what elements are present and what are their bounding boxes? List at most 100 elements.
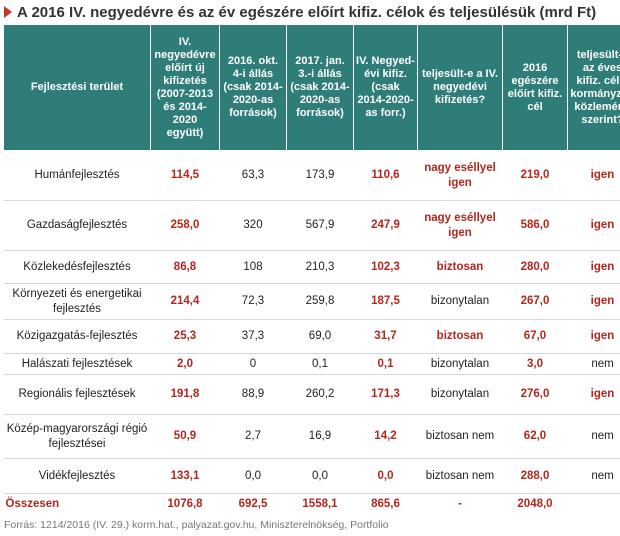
table-row: Közlekedésfejlesztés 86,8 108 210,3 102,3 biz… bbox=[3, 250, 620, 284]
total-q4-met: - bbox=[458, 497, 462, 510]
cell-q4-met: biztosan nem bbox=[417, 458, 503, 494]
cell-q4-paid: 14,2 bbox=[353, 414, 418, 459]
cell-q4-paid: 247,9 bbox=[353, 200, 418, 251]
cell-q4-paid: 110,6 bbox=[353, 150, 418, 201]
cell-jan3: 173,9 bbox=[286, 150, 354, 201]
total-q4-paid: 865,6 bbox=[371, 497, 400, 510]
cell-target-q4: 86,8 bbox=[150, 250, 220, 284]
cell-annual-met: igen bbox=[567, 150, 620, 201]
cell-oct4: 88,9 bbox=[219, 374, 287, 415]
total-row: Összesen 1076,8 692,5 1558,1 865,6 - 2048,0 bbox=[4, 494, 620, 515]
header-row: Fejlesztési terület IV. negyedévre előírt… bbox=[3, 24, 620, 151]
area-name: Vidékfejlesztés bbox=[3, 458, 151, 494]
cell-q4-met: nagy eséllyel igen bbox=[417, 200, 503, 251]
title-text: A 2016 IV. negyedévre és az év egészére … bbox=[17, 3, 597, 21]
total-jan3: 1558,1 bbox=[302, 497, 338, 510]
cell-annual-target: 586,0 bbox=[502, 200, 568, 251]
data-table: Fejlesztési terület IV. negyedévre előírt… bbox=[3, 24, 620, 514]
cell-jan3: 16,9 bbox=[286, 414, 354, 459]
cell-q4-paid: 171,3 bbox=[353, 374, 418, 415]
area-name: Halászati fejlesztések bbox=[3, 353, 151, 375]
column-header: 2016. okt. 4-i állás (csak 2014-2020-as … bbox=[219, 24, 287, 151]
cell-oct4: 63,3 bbox=[219, 150, 287, 201]
cell-annual-met: nem bbox=[567, 353, 620, 375]
table-row: Gazdaságfejlesztés 258,0 320 567,9 247,9 nagy… bbox=[3, 200, 620, 251]
cell-jan3: 567,9 bbox=[286, 200, 354, 251]
cell-target-q4: 114,5 bbox=[150, 150, 220, 201]
area-name: Humánfejlesztés bbox=[3, 150, 151, 201]
total-target-q4: 1076,8 bbox=[167, 497, 203, 510]
cell-jan3: 260,2 bbox=[286, 374, 354, 415]
cell-oct4: 0 bbox=[219, 353, 287, 375]
cell-annual-met: nem bbox=[567, 458, 620, 494]
cell-annual-target: 3,0 bbox=[502, 353, 568, 375]
cell-jan3: 0,0 bbox=[286, 458, 354, 494]
cell-q4-paid: 0,1 bbox=[353, 353, 418, 375]
cell-target-q4: 191,8 bbox=[150, 374, 220, 415]
column-header: teljesült-e a IV. negyedévi kifizetés? bbox=[417, 24, 503, 151]
total-annual-met bbox=[568, 494, 620, 515]
table-row: Közép-magyarországi régió fejlesztései 50… bbox=[3, 414, 620, 459]
area-name: Környezeti és energetikai fejlesztés bbox=[3, 283, 151, 320]
cell-q4-met: biztosan bbox=[417, 319, 503, 354]
source-note: Forrás: 1214/2016 (IV. 29.) korm.hat., p… bbox=[4, 519, 389, 531]
column-header: 2016 egészére előírt kifiz. cél bbox=[502, 24, 568, 151]
cell-annual-target: 219,0 bbox=[502, 150, 568, 201]
cell-q4-paid: 31,7 bbox=[353, 319, 418, 354]
table-row: Környezeti és energetikai fejlesztés 214,… bbox=[3, 283, 620, 320]
cell-jan3: 259,8 bbox=[286, 283, 354, 320]
column-header: 2017. jan. 3.-i állás (csak 2014-2020-as… bbox=[286, 24, 354, 151]
cell-oct4: 0,0 bbox=[219, 458, 287, 494]
cell-q4-met: nagy eséllyel igen bbox=[417, 150, 503, 201]
column-header: Fejlesztési terület bbox=[3, 24, 151, 151]
area-name: Közigazgatás-fejlesztés bbox=[3, 319, 151, 354]
cell-q4-met: bizonytalan bbox=[417, 374, 503, 415]
cell-annual-target: 280,0 bbox=[502, 250, 568, 284]
table-row: Vidékfejlesztés 133,1 0,0 0,0 0,0 biztosan ne… bbox=[3, 458, 620, 494]
table-row: Humánfejlesztés 114,5 63,3 173,9 110,6 nagy e… bbox=[3, 150, 620, 201]
cell-target-q4: 25,3 bbox=[150, 319, 220, 354]
cell-q4-met: bizonytalan bbox=[417, 283, 503, 320]
column-header: IV. Negyed-évi kifiz. (csak 2014-2020-as… bbox=[353, 24, 418, 151]
cell-jan3: 0,1 bbox=[286, 353, 354, 375]
cell-annual-target: 276,0 bbox=[502, 374, 568, 415]
cell-jan3: 69,0 bbox=[286, 319, 354, 354]
cell-target-q4: 214,4 bbox=[150, 283, 220, 320]
cell-annual-met: igen bbox=[567, 283, 620, 320]
cell-oct4: 37,3 bbox=[219, 319, 287, 354]
area-name: Közép-magyarországi régió fejlesztései bbox=[3, 414, 151, 459]
total-label: Összesen bbox=[5, 497, 60, 510]
area-name: Regionális fejlesztések bbox=[3, 374, 151, 415]
cell-q4-met: biztosan bbox=[417, 250, 503, 284]
table-row: Közigazgatás-fejlesztés 25,3 37,3 69,0 31,7 b… bbox=[3, 319, 620, 354]
total-annual-target: 2048,0 bbox=[517, 497, 553, 510]
cell-q4-paid: 0,0 bbox=[353, 458, 418, 494]
page-title: A 2016 IV. negyedévre és az év egészére … bbox=[4, 2, 616, 22]
cell-oct4: 72,3 bbox=[219, 283, 287, 320]
cell-annual-met: igen bbox=[567, 374, 620, 415]
cell-q4-paid: 187,5 bbox=[353, 283, 418, 320]
cell-oct4: 2,7 bbox=[219, 414, 287, 459]
cell-annual-target: 67,0 bbox=[502, 319, 568, 354]
triangle-bullet-icon bbox=[4, 6, 12, 18]
cell-oct4: 320 bbox=[219, 200, 287, 251]
table-row: Regionális fejlesztések 191,8 88,9 260,2 171… bbox=[3, 374, 620, 415]
cell-target-q4: 133,1 bbox=[150, 458, 220, 494]
total-oct4: 692,5 bbox=[238, 497, 268, 510]
cell-annual-target: 62,0 bbox=[502, 414, 568, 459]
cell-q4-met: biztosan nem bbox=[417, 414, 503, 459]
cell-target-q4: 2,0 bbox=[150, 353, 220, 375]
area-name: Gazdaságfejlesztés bbox=[3, 200, 151, 251]
cell-jan3: 210,3 bbox=[286, 250, 354, 284]
area-name: Közlekedésfejlesztés bbox=[3, 250, 151, 284]
cell-target-q4: 258,0 bbox=[150, 200, 220, 251]
cell-annual-target: 288,0 bbox=[502, 458, 568, 494]
table-row: Halászati fejlesztések 2,0 0 0,1 0,1 bizonyta… bbox=[3, 353, 620, 375]
cell-annual-target: 267,0 bbox=[502, 283, 568, 320]
cell-target-q4: 50,9 bbox=[150, 414, 220, 459]
column-header: IV. negyedévre előírt új kifizetés (2007… bbox=[150, 24, 220, 151]
cell-q4-met: bizonytalan bbox=[417, 353, 503, 375]
column-header: teljesült-e az éves kifiz. cél a kormány… bbox=[567, 24, 620, 151]
cell-annual-met: igen bbox=[567, 250, 620, 284]
cell-annual-met: igen bbox=[567, 200, 620, 251]
